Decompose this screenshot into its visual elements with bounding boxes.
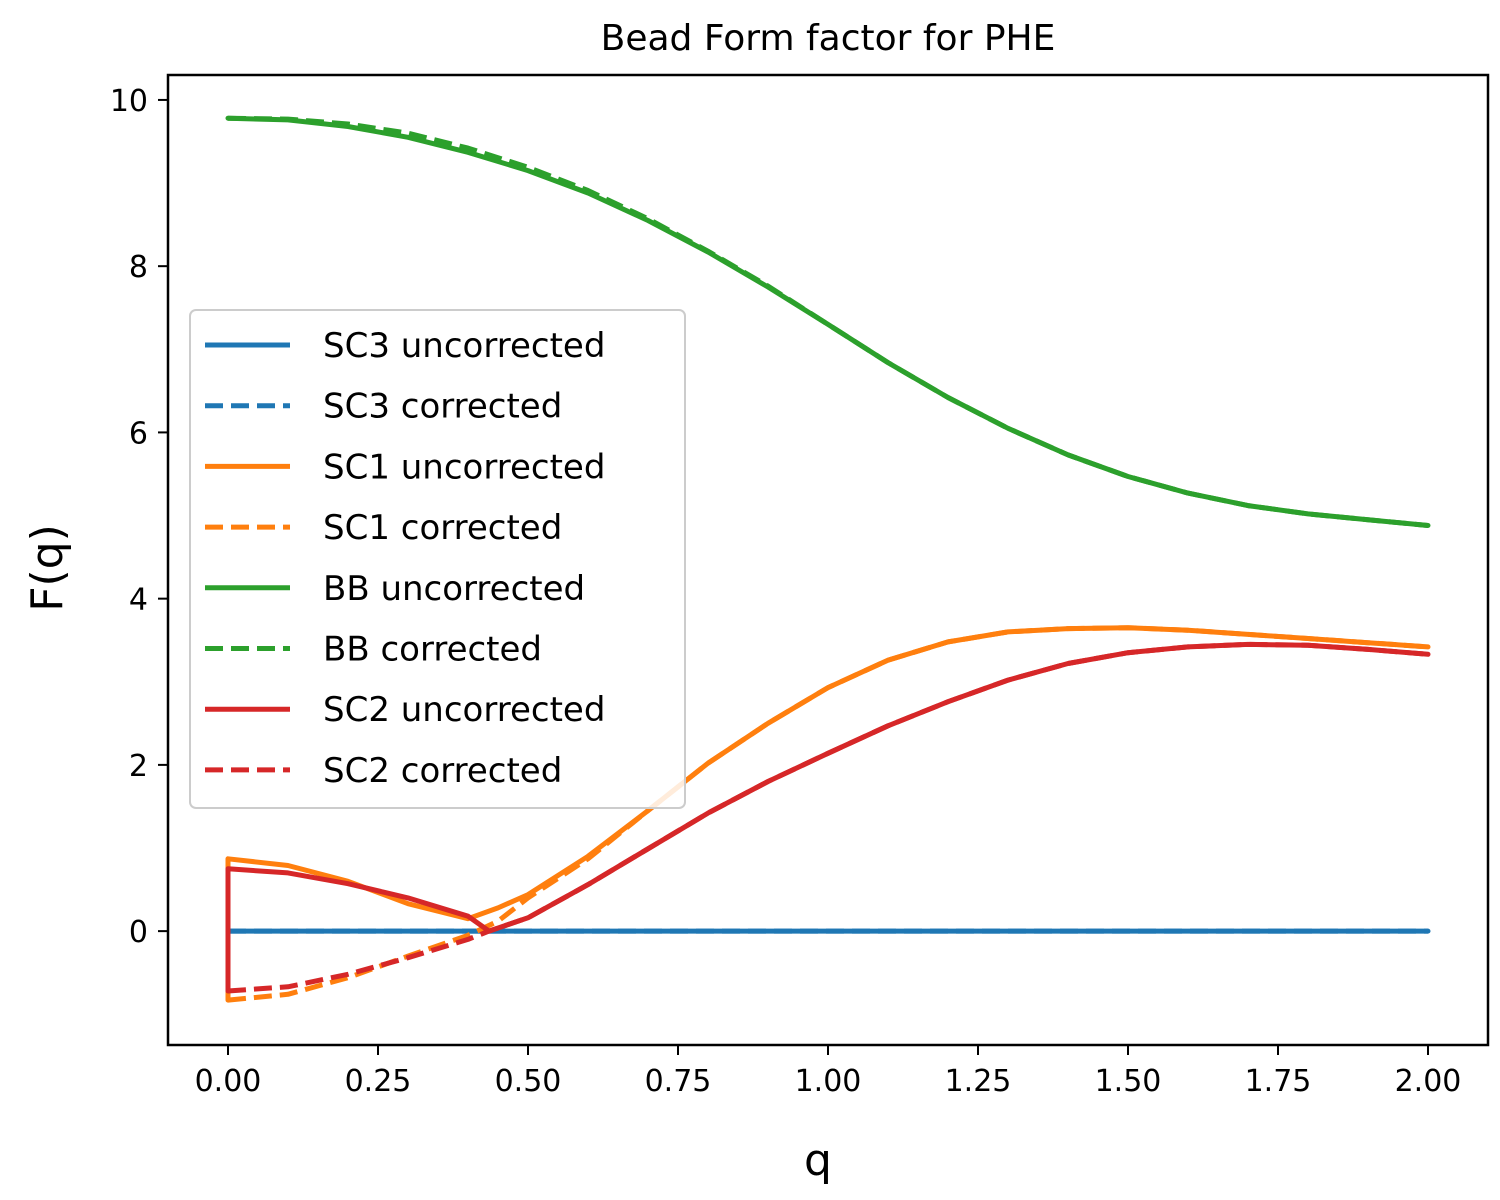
x-tick-label: 1.50 [1095, 1064, 1162, 1099]
legend-label-1: SC3 corrected [323, 387, 562, 427]
series-line-3 [227, 625, 1429, 1003]
series-line-7 [227, 641, 1429, 994]
legend-frame [189, 309, 686, 809]
y-tick-label: 2 [129, 749, 148, 784]
x-tick-label: 0.25 [345, 1064, 412, 1099]
legend-label-7: SC2 corrected [323, 751, 562, 791]
series-line-4 [225, 115, 1431, 528]
y-tick-label: 6 [129, 416, 148, 451]
series-layer [225, 115, 1431, 1003]
x-tick-label: 1.75 [1245, 1064, 1312, 1099]
legend-label-0: SC3 uncorrected [323, 326, 605, 366]
x-tick-label: 0.75 [645, 1064, 712, 1099]
x-tick-label: 0.50 [495, 1064, 562, 1099]
x-tick-label: 0.00 [195, 1064, 262, 1099]
y-axis-label: F(q) [22, 524, 73, 612]
x-axis-ticks: 0.00 0.25 0.50 0.75 1.00 1.25 1.50 1.75 2.00 [195, 1045, 1462, 1099]
legend-label-3: SC1 corrected [323, 508, 562, 548]
x-tick-label: 1.00 [795, 1064, 862, 1099]
y-tick-label: 0 [129, 915, 148, 950]
y-tick-label: 4 [129, 583, 148, 618]
x-tick-label: 1.25 [945, 1064, 1012, 1099]
x-axis-label: q [804, 1135, 832, 1186]
legend-label-6: SC2 uncorrected [323, 690, 605, 730]
legend: SC3 uncorrected SC3 corrected SC1 uncorrec… [189, 309, 686, 809]
y-axis-ticks: 0 2 4 6 8 10 [110, 84, 168, 950]
legend-label-5: BB corrected [323, 630, 542, 670]
chart-title: Bead Form factor for PHE [601, 18, 1056, 59]
y-tick-label: 10 [110, 84, 148, 119]
x-tick-label: 2.00 [1395, 1064, 1462, 1099]
legend-label-4: BB uncorrected [323, 569, 585, 609]
legend-label-2: SC1 uncorrected [323, 447, 605, 487]
y-tick-label: 8 [129, 250, 148, 285]
